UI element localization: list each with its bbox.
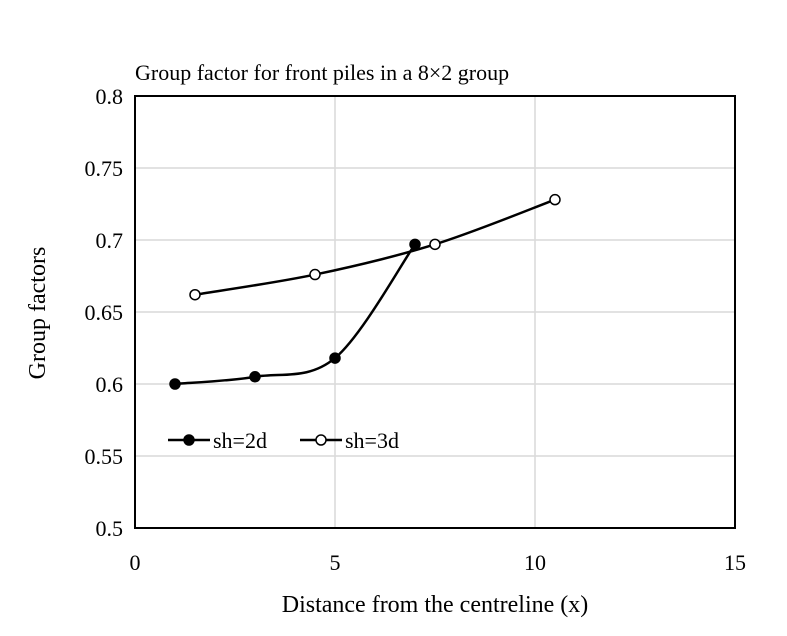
x-axis-tick-labels: 0 5 10 15 [130, 550, 747, 575]
y-tick-label: 0.65 [85, 300, 124, 325]
legend-label: sh=2d [213, 428, 267, 453]
y-axis-title: Group factors [25, 247, 51, 380]
x-tick-label: 15 [724, 550, 746, 575]
y-axis-tick-labels: 0.5 0.55 0.6 0.65 0.7 0.75 0.8 [85, 84, 124, 541]
legend-marker [315, 434, 327, 446]
y-tick-label: 0.75 [85, 156, 124, 181]
legend: sh=2d sh=3d [168, 428, 399, 453]
y-tick-label: 0.8 [96, 84, 124, 109]
data-point [189, 288, 201, 301]
y-tick-label: 0.55 [85, 444, 124, 469]
x-tick-label: 10 [524, 550, 546, 575]
series-1 [169, 238, 421, 390]
series-line [174, 243, 417, 386]
legend-marker [183, 434, 195, 446]
data-point [429, 238, 441, 251]
legend-label: sh=3d [345, 428, 399, 453]
series-layer [169, 193, 561, 390]
chart-title: Group factor for front piles in a 8×2 gr… [135, 60, 509, 85]
x-tick-label: 5 [330, 550, 341, 575]
data-point [309, 268, 321, 281]
y-tick-label: 0.6 [96, 372, 124, 397]
data-point [249, 371, 261, 383]
y-tick-label: 0.5 [96, 516, 124, 541]
x-axis-title: Distance from the centreline (x) [282, 592, 589, 618]
x-tick-label: 0 [130, 550, 141, 575]
legend-item-2: sh=3d [300, 428, 399, 453]
series-line [194, 198, 556, 296]
plot-area-frame [134, 95, 736, 529]
series-2 [189, 193, 561, 301]
y-tick-label: 0.7 [96, 228, 124, 253]
data-point [409, 238, 421, 251]
data-point [549, 193, 561, 206]
legend-item-1: sh=2d [168, 428, 267, 453]
data-point [329, 352, 341, 364]
data-point [169, 378, 181, 390]
gridlines [134, 95, 736, 529]
